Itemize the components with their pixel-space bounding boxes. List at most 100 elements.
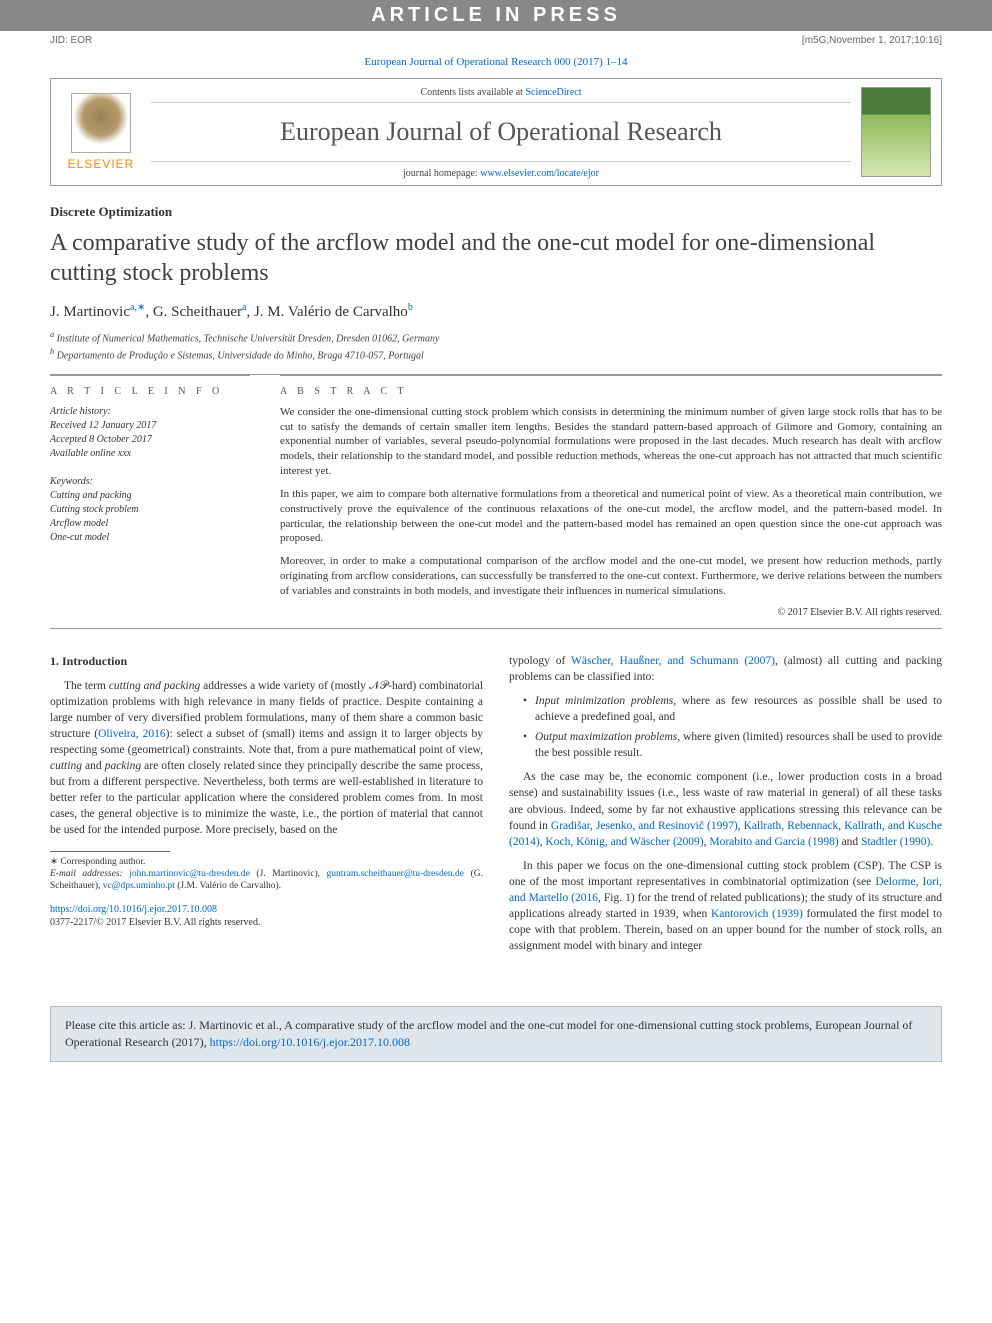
authors-line: J. Martinovica,∗, G. Scheithauera, J. M.… xyxy=(50,302,942,321)
em-output-max: Output maximization problems xyxy=(535,731,677,743)
abstract-p3: Moreover, in order to make a computation… xyxy=(280,554,942,599)
author-1-corr: ∗ xyxy=(137,302,145,313)
t: (J.M. Valério de Carvalho). xyxy=(175,881,281,891)
ref-stadtler-1990[interactable]: Stadtler (1990) xyxy=(861,836,930,848)
keyword-2: Cutting stock problem xyxy=(50,503,250,517)
journal-ref-text: European Journal of Operational Research… xyxy=(364,56,627,68)
ref-kantorovich-1939[interactable]: Kantorovich (1939) xyxy=(711,908,803,920)
paper-title: A comparative study of the arcflow model… xyxy=(50,228,942,288)
abstract-copyright: © 2017 Elsevier B.V. All rights reserved… xyxy=(280,607,942,618)
typology-list: Input minimization problems, where as fe… xyxy=(509,693,942,761)
abstract-p2: In this paper, we aim to compare both al… xyxy=(280,487,942,546)
please-cite-box: Please cite this article as: J. Martinov… xyxy=(50,1006,942,1062)
jid-left: JID: EOR xyxy=(50,35,92,46)
journal-header-box: ELSEVIER Contents lists available at Sci… xyxy=(50,78,942,186)
doi-link[interactable]: https://doi.org/10.1016/j.ejor.2017.10.0… xyxy=(50,904,217,915)
t: (J. Martinovic), xyxy=(250,869,327,879)
keywords-label: Keywords: xyxy=(50,475,250,489)
author-2: G. Scheithauer xyxy=(153,304,242,320)
typology-item-2: Output maximization problems, where give… xyxy=(523,729,942,761)
affiliation-a-text: Institute of Numerical Mathematics, Tech… xyxy=(57,333,440,344)
email-1[interactable]: john.martinovic@tu-dresden.de xyxy=(129,869,250,879)
article-info-column: a r t i c l e i n f o Article history: R… xyxy=(50,375,250,618)
journal-reference: European Journal of Operational Research… xyxy=(50,50,942,78)
abstract-p1: We consider the one-dimensional cutting … xyxy=(280,405,942,479)
email-3[interactable]: vc@dps.uminho.pt xyxy=(103,881,175,891)
article-in-press-banner: ARTICLE IN PRESS xyxy=(0,0,992,31)
email-label: E-mail addresses: xyxy=(50,869,123,879)
divider xyxy=(50,628,942,629)
contents-lists-line: Contents lists available at ScienceDirec… xyxy=(151,79,851,103)
ref-morabito-1998[interactable]: Morabito and Garcia (1998) xyxy=(709,836,838,848)
t: Corresponding author. xyxy=(60,857,145,867)
journal-cover-cell xyxy=(851,79,941,185)
ref-koch-2009[interactable]: Koch, König, and Wäscher (2009) xyxy=(545,836,703,848)
jid-line: JID: EOR [m5G;November 1, 2017;10:16] xyxy=(50,31,942,50)
homepage-line: journal homepage: www.elsevier.com/locat… xyxy=(151,162,851,185)
em-input-min: Input minimization problems xyxy=(535,695,673,707)
jid-right: [m5G;November 1, 2017;10:16] xyxy=(802,35,942,46)
article-history-block: Article history: Received 12 January 201… xyxy=(50,405,250,461)
header-center: Contents lists available at ScienceDirec… xyxy=(151,79,851,185)
em-packing: packing xyxy=(105,760,141,772)
t: and xyxy=(839,836,861,848)
corresponding-author-note: ∗ Corresponding author. xyxy=(50,856,483,868)
abstract-heading: a b s t r a c t xyxy=(280,386,942,397)
abstract-column: a b s t r a c t We consider the one-dime… xyxy=(280,375,942,618)
body-two-columns: 1. Introduction The term cutting and pac… xyxy=(50,653,942,963)
author-3-aff: b xyxy=(408,302,413,313)
cite-doi-link[interactable]: https://doi.org/10.1016/j.ejor.2017.10.0… xyxy=(210,1035,410,1049)
affiliations: a Institute of Numerical Mathematics, Te… xyxy=(50,329,942,364)
issn-copyright: 0377-2217/© 2017 Elsevier B.V. All right… xyxy=(50,917,260,928)
homepage-link[interactable]: www.elsevier.com/locate/ejor xyxy=(480,168,599,179)
section-1-heading: 1. Introduction xyxy=(50,653,483,670)
affiliation-a: a Institute of Numerical Mathematics, Te… xyxy=(50,329,942,346)
page-frame: JID: EOR [m5G;November 1, 2017;10:16] Eu… xyxy=(0,31,992,982)
t: and xyxy=(82,760,105,772)
elsevier-logo-cell: ELSEVIER xyxy=(51,79,151,185)
author-1: J. Martinovic xyxy=(50,304,130,320)
t: typology of xyxy=(509,655,571,667)
intro-p1: The term cutting and packing addresses a… xyxy=(50,678,483,839)
doi-block: https://doi.org/10.1016/j.ejor.2017.10.0… xyxy=(50,903,483,929)
footnotes: ∗ Corresponding author. E-mail addresses… xyxy=(50,856,483,893)
info-abstract-row: a r t i c l e i n f o Article history: R… xyxy=(50,375,942,618)
affiliation-b-text: Departamento de Produção e Sistemas, Uni… xyxy=(57,351,424,362)
received-date: Received 12 January 2017 xyxy=(50,419,250,433)
author-1-aff: a, xyxy=(130,302,137,313)
accepted-date: Accepted 8 October 2017 xyxy=(50,433,250,447)
ref-wascher-2007[interactable]: Wäscher, Haußner, and Schumann (2007) xyxy=(571,655,775,667)
journal-title: European Journal of Operational Research xyxy=(151,103,851,162)
affiliation-b: b Departamento de Produção e Sistemas, U… xyxy=(50,346,942,363)
article-info-heading: a r t i c l e i n f o xyxy=(50,386,250,397)
cite-text: Please cite this article as: J. Martinov… xyxy=(65,1018,912,1049)
t: The term xyxy=(64,680,109,692)
history-label: Article history: xyxy=(50,405,250,419)
elsevier-wordmark: ELSEVIER xyxy=(68,157,135,171)
email-2[interactable]: guntram.scheithauer@tu-dresden.de xyxy=(327,869,464,879)
ref-oliveira-2016[interactable]: Oliveira, 2016 xyxy=(98,728,166,740)
email-addresses: E-mail addresses: john.martinovic@tu-dre… xyxy=(50,868,483,893)
em-cutting: cutting xyxy=(50,760,82,772)
typology-item-1: Input minimization problems, where as fe… xyxy=(523,693,942,725)
intro-p3: As the case may be, the economic compone… xyxy=(509,769,942,849)
keyword-1: Cutting and packing xyxy=(50,489,250,503)
homepage-prefix: journal homepage: xyxy=(403,168,480,179)
em-cutting-and-packing: cutting and packing xyxy=(109,680,200,692)
t: . xyxy=(930,836,933,848)
footnote-divider xyxy=(50,851,170,852)
keyword-4: One-cut model xyxy=(50,531,250,545)
contents-prefix: Contents lists available at xyxy=(420,87,525,98)
keywords-block: Keywords: Cutting and packing Cutting st… xyxy=(50,475,250,545)
intro-p4: In this paper we focus on the one-dimens… xyxy=(509,858,942,955)
intro-p2: typology of Wäscher, Haußner, and Schuma… xyxy=(509,653,942,685)
author-3: J. M. Valério de Carvalho xyxy=(254,304,408,320)
keyword-3: Arcflow model xyxy=(50,517,250,531)
sciencedirect-link[interactable]: ScienceDirect xyxy=(525,87,581,98)
journal-cover-icon xyxy=(861,87,931,177)
elsevier-tree-icon xyxy=(71,93,131,153)
article-category: Discrete Optimization xyxy=(50,204,942,220)
available-date: Available online xxx xyxy=(50,447,250,461)
author-2-aff: a xyxy=(242,302,246,313)
ref-gradisar-1997[interactable]: Gradišar, Jesenko, and Resinovič (1997) xyxy=(551,820,738,832)
